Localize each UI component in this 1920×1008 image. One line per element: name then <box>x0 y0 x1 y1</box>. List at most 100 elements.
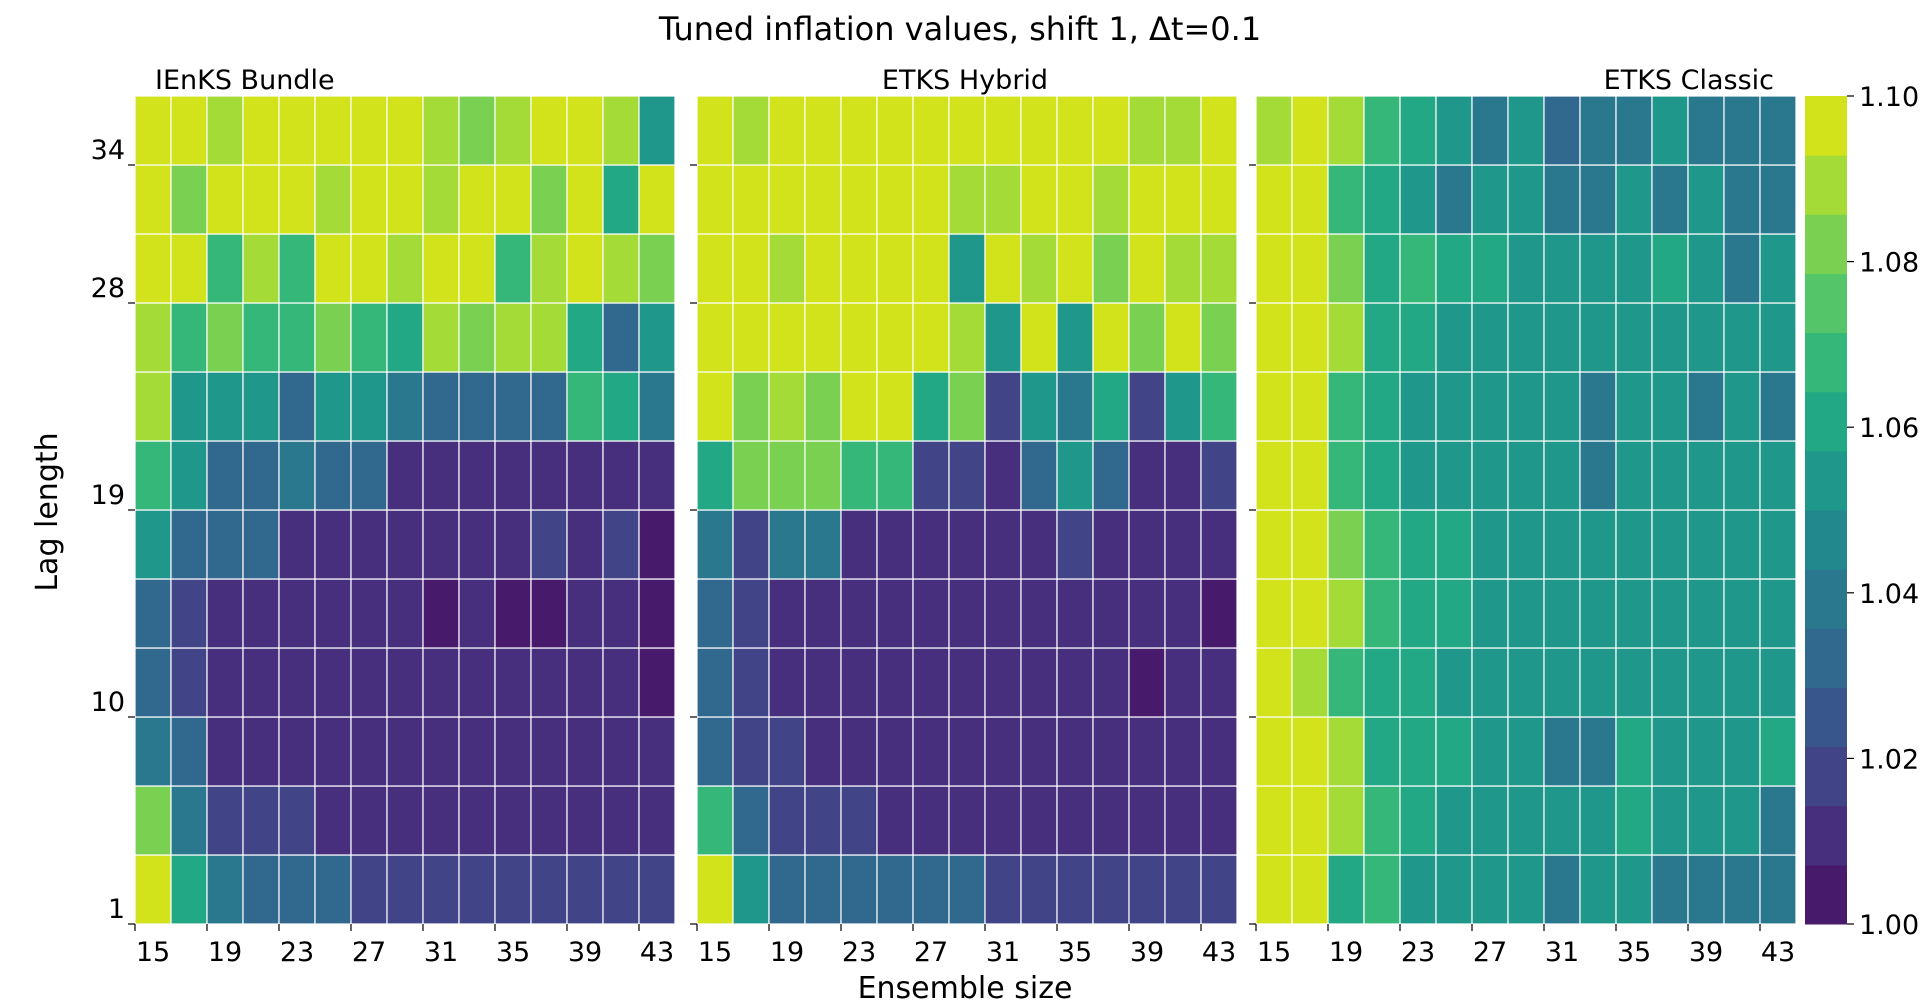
heatmap-cell <box>696 854 734 925</box>
heatmap-cell <box>458 302 496 373</box>
heatmap-cell <box>566 578 604 649</box>
heatmap-cell <box>1723 95 1761 166</box>
heatmap-cell <box>134 95 172 166</box>
heatmap-cell <box>1579 647 1617 718</box>
heatmap-cell <box>1615 164 1653 235</box>
heatmap-cell <box>1723 371 1761 442</box>
heatmap-cell <box>804 509 842 580</box>
heatmap-cell <box>1471 233 1509 304</box>
heatmap-cell <box>1615 233 1653 304</box>
heatmap-cell <box>1020 95 1058 166</box>
heatmap-cell <box>1128 785 1166 856</box>
heatmap-cell <box>1471 785 1509 856</box>
heatmap-cell <box>1200 716 1238 787</box>
heatmap-cell <box>278 578 316 649</box>
heatmap-cell <box>278 647 316 718</box>
heatmap-cell <box>696 785 734 856</box>
heatmap-cell <box>1615 578 1653 649</box>
heatmap-cell <box>1255 233 1293 304</box>
heatmap-cell <box>1471 716 1509 787</box>
heatmap-cell <box>876 164 914 235</box>
colorbar-swatch <box>1805 332 1847 393</box>
heatmap-cell <box>1020 578 1058 649</box>
colorbar-swatch <box>1805 687 1847 748</box>
heatmap-cell <box>1164 233 1202 304</box>
heatmap-cell <box>804 95 842 166</box>
heatmap-cell <box>1723 302 1761 373</box>
heatmap-cell <box>530 578 568 649</box>
colorbar-swatch <box>1805 569 1847 629</box>
colorbar-tick-label: 1.08 <box>1859 248 1919 279</box>
heatmap-cell <box>1128 716 1166 787</box>
heatmap-cell <box>1327 95 1365 166</box>
heatmap-cell <box>1435 716 1473 787</box>
heatmap-cell <box>804 302 842 373</box>
heatmap-cell <box>1291 854 1329 925</box>
x-tick-label: 31 <box>1545 937 1579 968</box>
heatmap-cell <box>350 164 388 235</box>
heatmap-cell <box>1128 509 1166 580</box>
heatmap-cell <box>1200 302 1238 373</box>
heatmap-cell <box>1200 509 1238 580</box>
x-tick-label: 43 <box>1761 937 1795 968</box>
heatmap-cell <box>242 578 280 649</box>
heatmap-cell <box>1255 95 1293 166</box>
heatmap-cell <box>422 95 460 166</box>
heatmap-cell <box>1020 854 1058 925</box>
heatmap-cell <box>602 509 640 580</box>
heatmap-cell <box>1092 647 1130 718</box>
heatmap-cell <box>1651 95 1689 166</box>
heatmap-cell <box>696 371 734 442</box>
heatmap-cell <box>1615 785 1653 856</box>
heatmap-cell <box>458 164 496 235</box>
heatmap-cell <box>876 302 914 373</box>
heatmap-cell <box>1056 233 1094 304</box>
heatmap-cell <box>134 233 172 304</box>
heatmap-cell <box>242 95 280 166</box>
heatmap-cell <box>912 647 950 718</box>
heatmap-cell <box>1327 164 1365 235</box>
y-tick-label: 34 <box>91 135 125 166</box>
heatmap-cell <box>350 233 388 304</box>
heatmap-cell <box>1255 578 1293 649</box>
heatmap-cell <box>422 233 460 304</box>
heatmap-cell <box>1651 854 1689 925</box>
heatmap-cell <box>984 164 1022 235</box>
heatmap-cell <box>1399 164 1437 235</box>
heatmap-cell <box>1507 440 1545 511</box>
heatmap-cell <box>1579 578 1617 649</box>
x-tick-label: 23 <box>1401 937 1435 968</box>
heatmap-cell <box>1399 647 1437 718</box>
heatmap-cell <box>1200 647 1238 718</box>
heatmap-cell <box>1092 95 1130 166</box>
heatmap-cell <box>170 440 208 511</box>
x-tick-label: 43 <box>1202 937 1236 968</box>
heatmap-cell <box>1471 647 1509 718</box>
heatmap-cell <box>314 233 352 304</box>
heatmap-cell <box>314 785 352 856</box>
heatmap-cell <box>530 785 568 856</box>
heatmap-cell <box>422 164 460 235</box>
heatmap-cell <box>1615 95 1653 166</box>
heatmap-cell <box>314 509 352 580</box>
heatmap-cell <box>768 647 806 718</box>
heatmap-cell <box>1363 854 1401 925</box>
colorbar-swatch <box>1805 746 1847 807</box>
y-tick-label: 28 <box>91 273 125 304</box>
heatmap-cell <box>1363 164 1401 235</box>
x-tick-label: 27 <box>352 937 386 968</box>
heatmap-cell <box>170 371 208 442</box>
heatmap-cell <box>1255 647 1293 718</box>
heatmap-cell <box>350 509 388 580</box>
heatmap-cell <box>458 440 496 511</box>
heatmap-cell <box>386 302 424 373</box>
heatmap-cell <box>948 371 986 442</box>
x-tick-label: 15 <box>1257 937 1291 968</box>
heatmap-cell <box>840 647 878 718</box>
panel-title: ETKS Classic <box>1604 65 1774 96</box>
heatmap-cell <box>1687 854 1725 925</box>
heatmap-cell <box>1543 509 1581 580</box>
heatmap-cell <box>1723 164 1761 235</box>
heatmap-cell <box>1164 440 1202 511</box>
heatmap-cell <box>242 371 280 442</box>
